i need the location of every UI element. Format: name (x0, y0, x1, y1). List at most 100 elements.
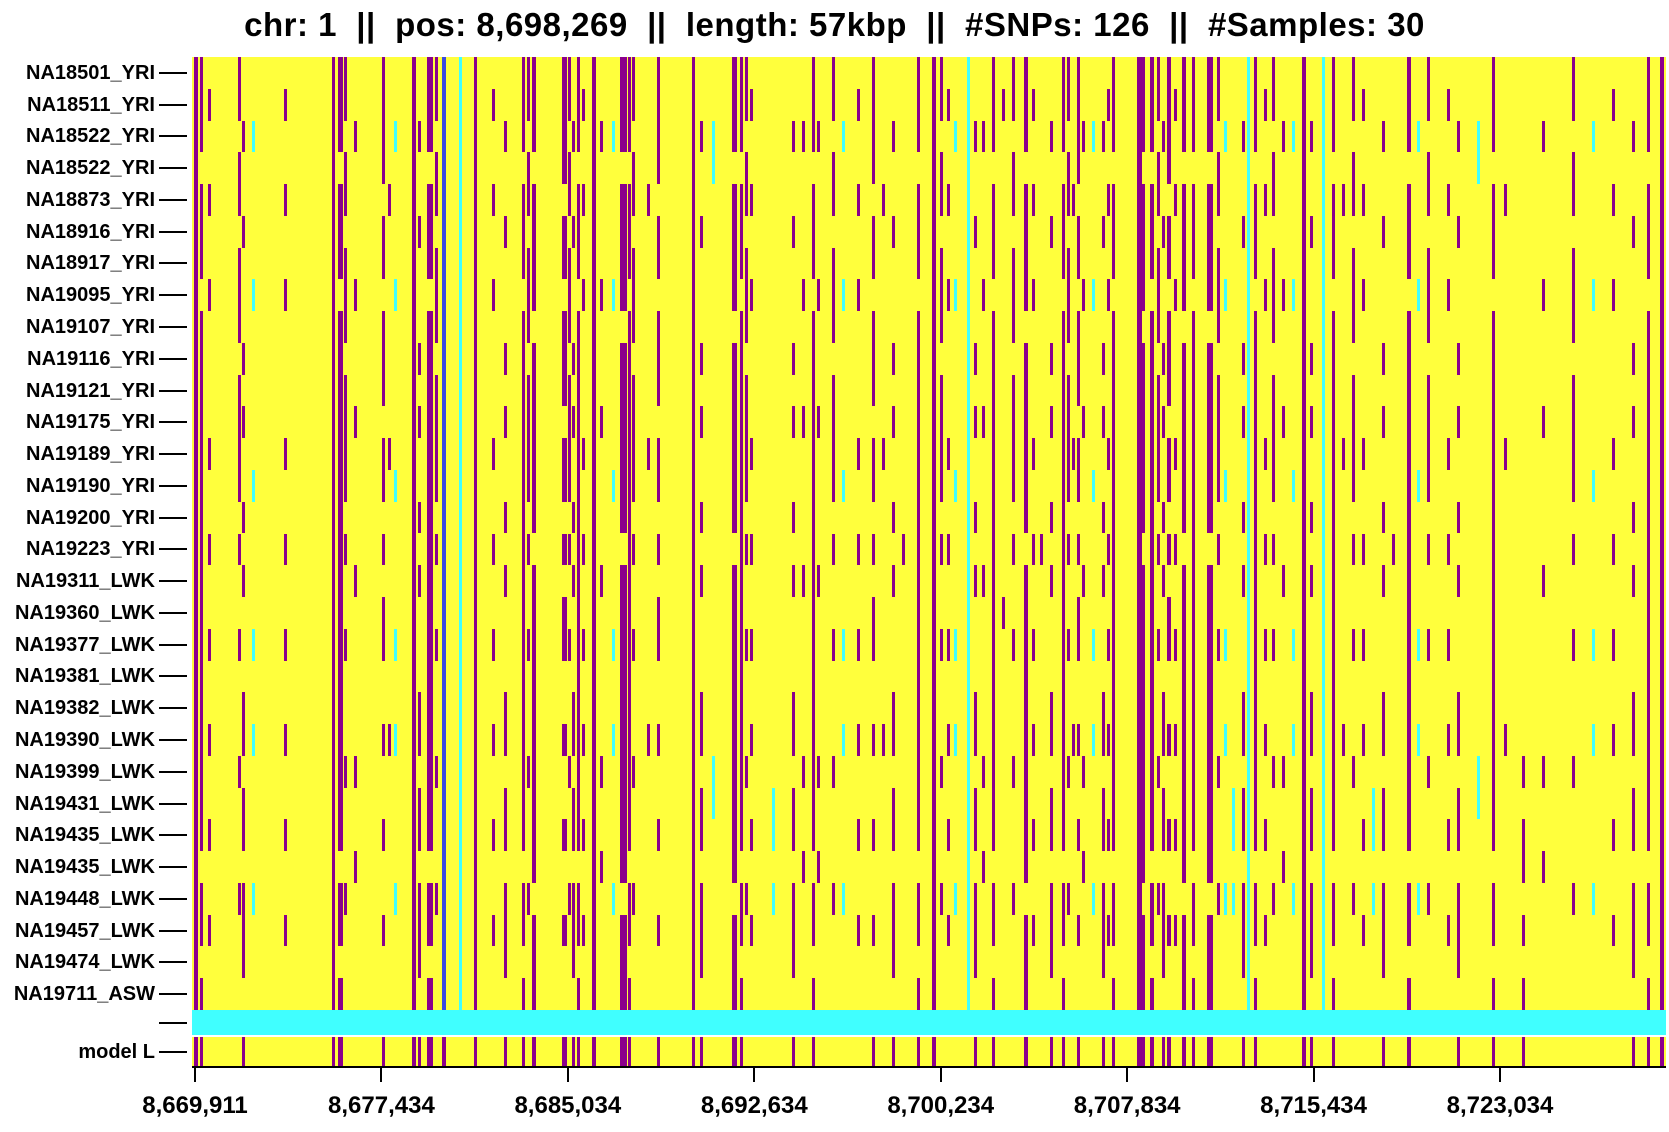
snp-mark (1264, 88, 1267, 121)
snp-mark (208, 914, 211, 947)
snp-mark (1182, 184, 1186, 312)
snp-mark (1167, 438, 1171, 502)
snp-mark (492, 184, 495, 216)
snp-mark (750, 819, 753, 852)
model-snp-mark (932, 1037, 936, 1066)
model-snp-mark (194, 1037, 198, 1066)
snp-mark (1192, 978, 1195, 1010)
snp-mark (1107, 279, 1110, 312)
snp-mark (1572, 247, 1575, 343)
snp-mark (435, 152, 438, 216)
snp-mark (750, 628, 753, 661)
snp-mark (582, 88, 585, 121)
snp-mark (1067, 533, 1070, 566)
snp-mark (200, 882, 203, 947)
snp-mark (238, 882, 241, 915)
snp-mark (1092, 120, 1095, 153)
snp-mark (1174, 533, 1177, 566)
snp-mark (1457, 501, 1460, 534)
sample-label: NA19435_LWK (14, 856, 155, 879)
sample-label: NA18522_YRI (26, 125, 155, 148)
snp-mark (1612, 628, 1615, 661)
x-axis-tick (566, 1068, 569, 1082)
snp-mark (344, 247, 347, 343)
snp-mark (284, 914, 287, 947)
snp-mark (1002, 88, 1005, 121)
snp-mark (1150, 184, 1154, 280)
snp-mark (242, 406, 245, 439)
snp-mark (612, 120, 615, 153)
snp-mark (1012, 152, 1015, 216)
snp-mark (527, 755, 530, 788)
snp-mark (492, 279, 495, 312)
snp-mark (700, 787, 703, 852)
model-snp-mark (700, 1037, 703, 1066)
row-tick (159, 167, 187, 170)
snp-mark (812, 57, 815, 153)
row-tick (159, 230, 187, 233)
snp-mark (802, 279, 805, 312)
row-tick (159, 897, 187, 900)
sample-label: NA19121_YRI (26, 379, 155, 402)
snp-mark (1242, 692, 1245, 756)
snp-mark (427, 57, 433, 153)
snp-mark (974, 501, 977, 534)
snp-mark (1167, 215, 1171, 280)
model-snp-mark (412, 1037, 416, 1066)
snp-mark (1174, 724, 1177, 756)
snp-mark (1102, 692, 1105, 756)
snp-mark (568, 755, 571, 788)
snp-mark (1292, 724, 1295, 756)
model-snp-mark (1167, 1037, 1171, 1066)
snp-mark (1457, 120, 1460, 153)
snp-mark (1150, 311, 1154, 852)
snp-mark (568, 247, 571, 343)
snp-mark (802, 565, 805, 598)
snp-mark (1632, 120, 1635, 153)
snp-mark (1217, 374, 1220, 502)
snp-mark (1062, 978, 1065, 1010)
snp-mark (1032, 438, 1035, 470)
x-axis-tick (753, 1068, 756, 1082)
snp-mark (1077, 311, 1080, 407)
snp-mark (1382, 692, 1385, 756)
x-axis-tick-label: 8,723,034 (1446, 1092, 1554, 1119)
snp-mark (1102, 565, 1105, 598)
snp-mark (1632, 692, 1635, 756)
snp-mark (732, 342, 737, 534)
row-tick (159, 198, 187, 201)
model-snp-mark (592, 1037, 596, 1066)
snp-mark (1092, 882, 1095, 915)
model-snp-mark (1062, 1037, 1065, 1066)
snp-mark (252, 882, 255, 915)
snp-mark (745, 882, 748, 915)
snp-mark (732, 184, 737, 312)
snp-mark (750, 914, 753, 947)
snp-mark (1167, 819, 1171, 852)
snp-mark (577, 882, 580, 947)
snp-mark (1447, 914, 1450, 947)
snp-mark (1352, 57, 1355, 121)
snp-mark (902, 533, 905, 566)
snp-mark (992, 184, 995, 280)
snp-mark (1174, 438, 1177, 470)
snp-mark (1207, 184, 1213, 312)
snp-mark (522, 882, 525, 947)
snp-mark (812, 184, 815, 280)
model-snp-mark (1150, 1037, 1154, 1066)
snp-mark (917, 311, 920, 852)
x-axis-tick (1499, 1068, 1501, 1082)
row-tick (159, 707, 187, 710)
snp-mark (1332, 184, 1335, 280)
snp-mark (1242, 501, 1245, 534)
snp-mark (628, 978, 631, 1010)
snp-mark (562, 57, 567, 185)
snp-mark (940, 755, 943, 788)
snp-mark (1632, 215, 1635, 248)
snp-mark (657, 819, 660, 852)
snp-mark (802, 406, 805, 439)
snp-mark (1417, 628, 1420, 661)
snp-mark (812, 978, 815, 1010)
snp-mark (532, 342, 536, 534)
snp-mark (842, 724, 845, 756)
